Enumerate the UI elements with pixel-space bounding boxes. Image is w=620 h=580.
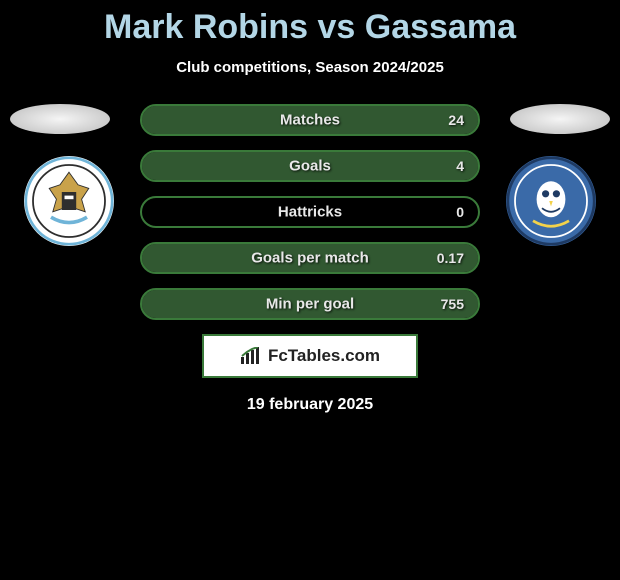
stat-value-right: 0 bbox=[456, 204, 464, 220]
stat-row: Min per goal 755 bbox=[140, 288, 480, 320]
date-label: 19 february 2025 bbox=[0, 396, 620, 414]
stat-label: Goals bbox=[289, 158, 331, 175]
right-team-badge bbox=[506, 156, 596, 246]
right-team-shadow bbox=[510, 104, 610, 134]
stat-value-right: 24 bbox=[448, 112, 464, 128]
coventry-badge-icon bbox=[24, 156, 114, 246]
stat-row: Hattricks 0 bbox=[140, 196, 480, 228]
stat-label: Min per goal bbox=[266, 296, 354, 313]
stat-row: Matches 24 bbox=[140, 104, 480, 136]
stat-row: Goals per match 0.17 bbox=[140, 242, 480, 274]
page-title: Mark Robins vs Gassama bbox=[0, 0, 620, 47]
page-subtitle: Club competitions, Season 2024/2025 bbox=[0, 59, 620, 76]
stat-value-right: 4 bbox=[456, 158, 464, 174]
left-team-badge bbox=[24, 156, 114, 246]
stat-row: Goals 4 bbox=[140, 150, 480, 182]
stat-value-right: 0.17 bbox=[437, 250, 464, 266]
comparison-panel: Matches 24 Goals 4 Hattricks 0 Goals per match… bbox=[0, 104, 620, 414]
left-team-shadow bbox=[10, 104, 110, 134]
stat-label: Hattricks bbox=[278, 204, 342, 221]
stat-value-right: 755 bbox=[441, 296, 464, 312]
brand-box: FcTables.com bbox=[202, 334, 418, 378]
stat-label: Goals per match bbox=[251, 250, 369, 267]
stat-rows: Matches 24 Goals 4 Hattricks 0 Goals per match… bbox=[140, 104, 480, 320]
brand-text: FcTables.com bbox=[268, 346, 380, 366]
sheffield-wednesday-badge-icon bbox=[506, 156, 596, 246]
chart-icon bbox=[240, 347, 262, 365]
stat-label: Matches bbox=[280, 112, 340, 129]
